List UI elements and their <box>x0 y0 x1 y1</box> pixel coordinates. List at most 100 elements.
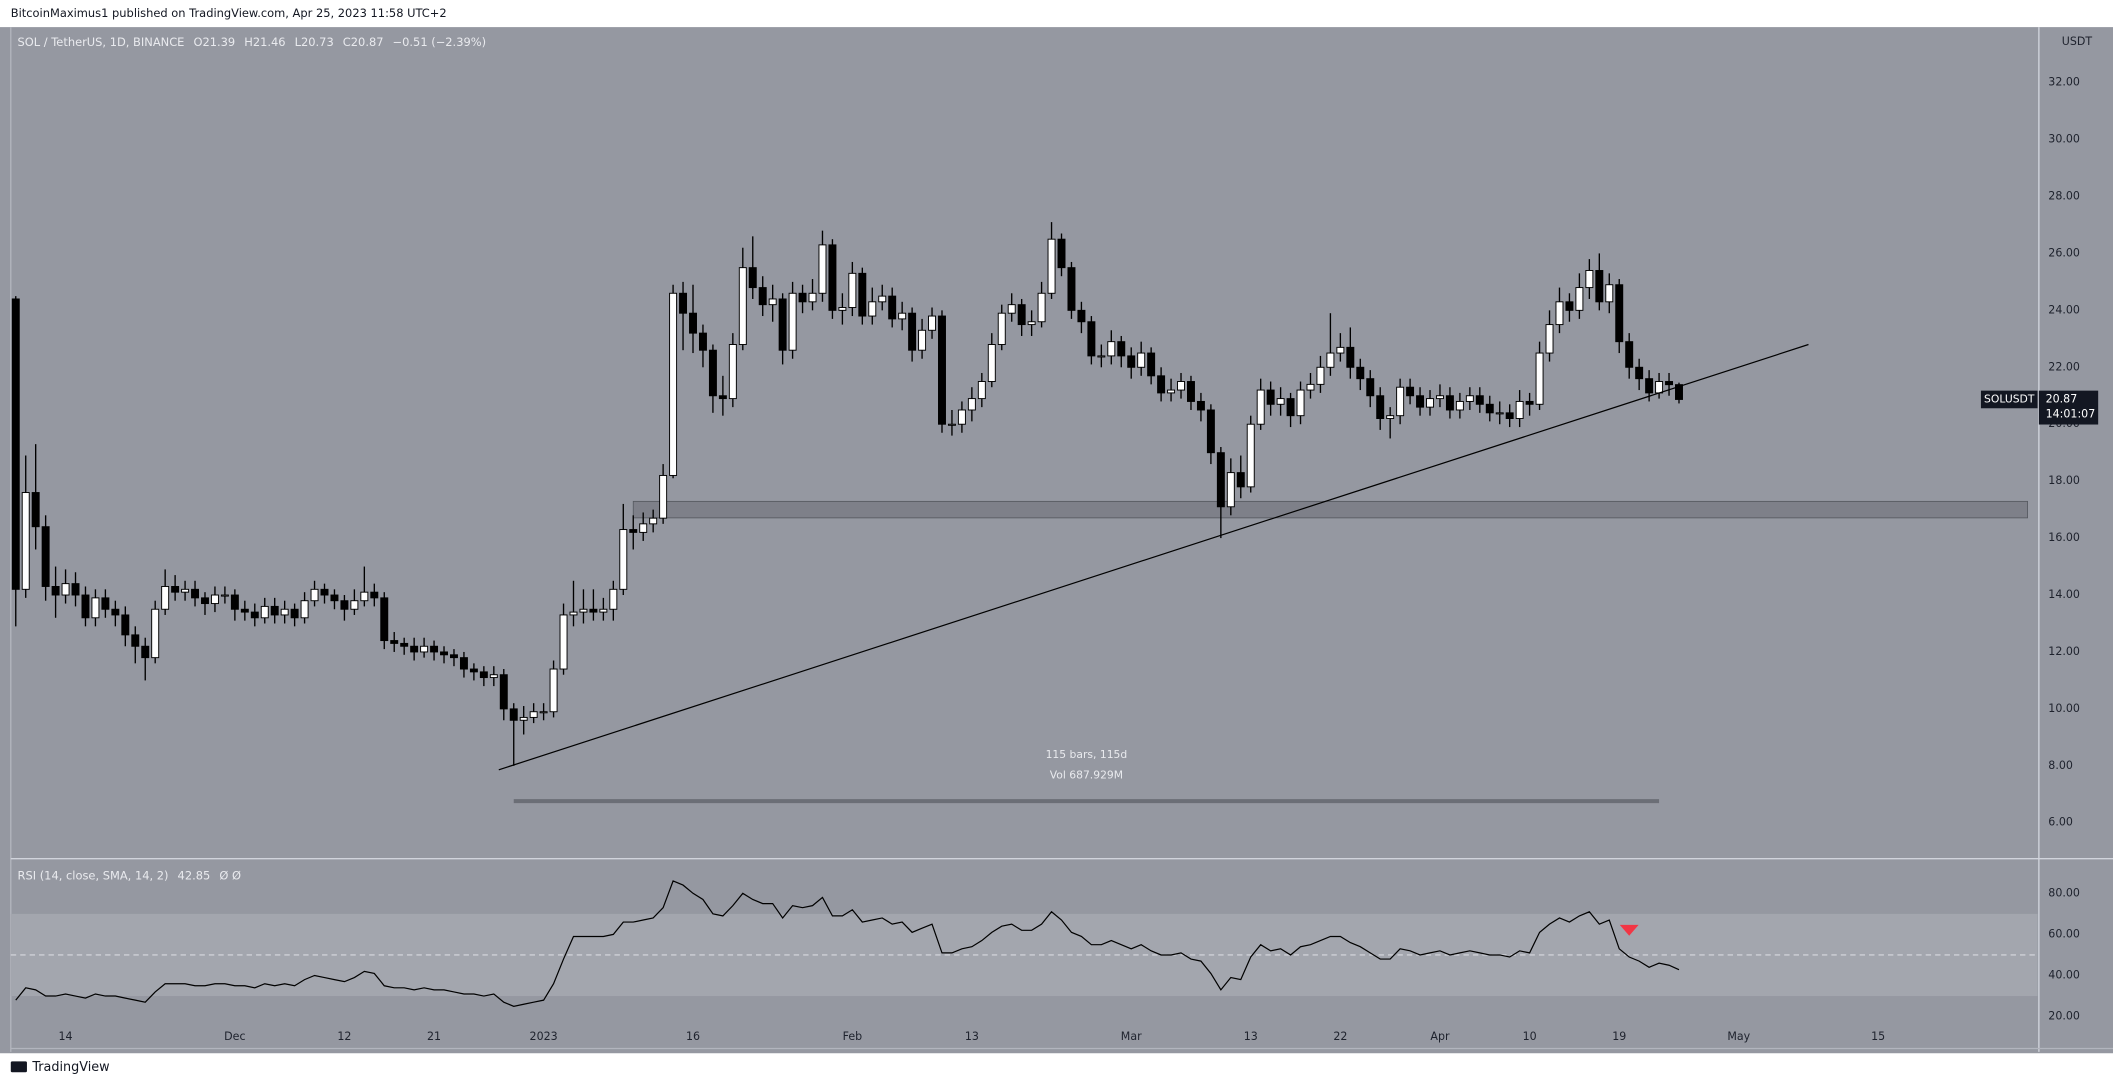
candle-body <box>728 344 737 400</box>
candle-body <box>928 315 937 331</box>
candle-body <box>1665 381 1674 386</box>
rsi-extra: Ø Ø <box>219 868 241 882</box>
candle-body <box>21 492 30 590</box>
candle-body <box>330 594 339 602</box>
signal-marker <box>1619 924 1639 936</box>
candle-body <box>1435 395 1444 400</box>
candle-body <box>878 295 887 303</box>
legend: SOL / TetherUS, 1D, BINANCE O21.39 H21.4… <box>18 34 487 48</box>
candle-body <box>350 600 359 610</box>
y-tick-label: 10.00 <box>2048 702 2080 715</box>
candle-body <box>1047 238 1056 294</box>
candle-body <box>469 668 478 673</box>
axis-unit: USDT <box>2062 35 2093 48</box>
candle-body <box>1147 352 1156 377</box>
ohlc-value: 21.46 <box>253 34 286 48</box>
candle-body <box>987 344 996 382</box>
candle-body <box>619 529 628 590</box>
candle-body <box>1067 267 1076 311</box>
candle-body <box>1615 284 1624 343</box>
candle-body <box>141 645 150 659</box>
candle-body <box>1127 355 1136 368</box>
candle-body <box>798 292 807 303</box>
candle-body <box>1366 378 1375 397</box>
candle-body <box>838 307 847 311</box>
y-tick-label: 32.00 <box>2048 76 2080 89</box>
candle-body <box>957 409 966 425</box>
candle-body <box>1316 366 1325 385</box>
measure-bars-label: 115 bars, 115d <box>1046 748 1128 761</box>
candle-body <box>768 298 777 306</box>
y-tick-label: 6.00 <box>2048 816 2073 829</box>
candle-body <box>161 586 170 610</box>
candle-body <box>250 611 259 619</box>
ohlc-value: 21.39 <box>202 34 235 48</box>
candle-body <box>1276 398 1285 405</box>
candle-body <box>738 267 747 345</box>
candle-body <box>1485 403 1494 414</box>
candle-body <box>1226 472 1235 508</box>
candle-body <box>300 600 309 619</box>
candle-body <box>748 267 757 289</box>
candle-body <box>649 517 658 525</box>
footer-logo: TradingView <box>10 1060 110 1075</box>
y-tick-label: 14.00 <box>2048 588 2080 601</box>
candle-body <box>1346 346 1355 368</box>
candle-body <box>191 588 200 599</box>
candle-body <box>689 312 697 334</box>
candle-body <box>270 605 279 616</box>
candle-body <box>1087 321 1096 357</box>
candle-body <box>61 583 70 596</box>
candle-body <box>240 608 249 613</box>
candle-body <box>1575 287 1584 311</box>
y-tick-label: 28.00 <box>2048 189 2080 202</box>
candle-body <box>91 597 100 619</box>
candle-body <box>977 381 986 400</box>
y-tick-label: 12.00 <box>2048 645 2080 658</box>
candle-body <box>479 671 488 679</box>
chart-background <box>0 27 2113 1054</box>
candle-body <box>599 608 608 613</box>
candle-body <box>111 608 120 616</box>
candle-body <box>51 586 60 596</box>
candle-body <box>1555 301 1564 326</box>
candle-body <box>1326 352 1335 368</box>
ohlc-letter: O <box>193 34 202 48</box>
candle-body <box>210 594 219 605</box>
candle-body <box>609 588 618 610</box>
candle-body <box>81 594 90 619</box>
measure-volume-label: Vol 687.929M <box>1050 768 1123 781</box>
y-tick-label: 24.00 <box>2048 303 2080 316</box>
candle-body <box>589 608 598 613</box>
candle-body <box>340 600 349 610</box>
publisher-line: BitcoinMaximus1 published on TradingView… <box>11 6 447 20</box>
candle-body <box>499 674 508 710</box>
candle-body <box>669 292 678 476</box>
logo-mark <box>10 1061 27 1073</box>
candle-body <box>1057 238 1066 269</box>
x-tick-label: May <box>1727 1030 1750 1043</box>
candle-body <box>201 597 209 605</box>
symbol-title: SOL / TetherUS, 1D, BINANCE <box>18 34 185 48</box>
symbol-label: SOLUSDT <box>1984 392 2035 405</box>
candle-body <box>659 474 668 519</box>
candle-body <box>539 711 548 714</box>
candle-body <box>1455 400 1464 411</box>
candle-body <box>360 591 369 602</box>
candle-body <box>1236 472 1245 488</box>
ohlc-letter: H <box>244 34 253 48</box>
candle-body <box>848 272 857 308</box>
candle-body <box>569 611 578 616</box>
candle-body <box>1635 366 1644 380</box>
candle-body <box>1605 284 1614 303</box>
candle-body <box>868 301 877 317</box>
x-tick-label: 2023 <box>530 1030 558 1043</box>
countdown-label: 14:01:07 <box>2046 407 2096 420</box>
candle-body <box>1535 352 1544 405</box>
symbol-label-box <box>1980 390 2038 409</box>
x-tick-label: 13 <box>965 1030 979 1043</box>
x-tick-label: 19 <box>1612 1030 1626 1043</box>
candle-body <box>380 597 389 642</box>
candle-body <box>280 608 289 616</box>
candle-body <box>908 312 917 351</box>
